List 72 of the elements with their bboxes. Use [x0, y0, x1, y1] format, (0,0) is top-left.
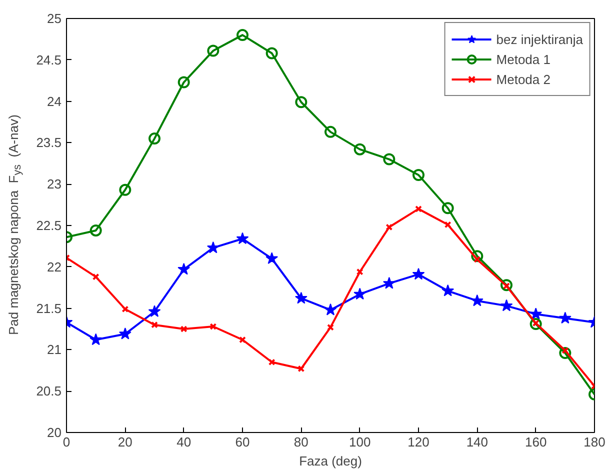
legend-label: Metoda 2 [496, 70, 550, 88]
x-tick-label: 140 [466, 434, 488, 450]
x-axis-title: Faza (deg) [299, 454, 362, 468]
point [266, 252, 278, 264]
point [559, 347, 572, 359]
y-tick-label: 21 [47, 342, 62, 358]
point [415, 205, 422, 212]
point [500, 279, 512, 292]
legend-label: Metoda 1 [496, 50, 550, 68]
point [382, 276, 396, 289]
point [558, 312, 572, 324]
point [412, 169, 424, 181]
point [210, 323, 217, 330]
point [530, 318, 542, 330]
x-tick-label: 180 [584, 434, 606, 450]
x-tick-label: 40 [176, 434, 192, 450]
point [383, 153, 396, 166]
point [470, 294, 484, 306]
x-tick-label: 20 [118, 434, 132, 450]
point [207, 44, 220, 57]
x-tick-label: 60 [235, 434, 250, 450]
point [500, 299, 513, 312]
point [119, 184, 132, 196]
point [148, 132, 160, 145]
point [386, 224, 393, 231]
point [118, 327, 132, 340]
point [324, 303, 337, 316]
point [294, 292, 308, 304]
y-tick-label: 22.5 [36, 218, 62, 233]
point [151, 321, 158, 328]
point [356, 268, 364, 276]
point [295, 96, 308, 108]
point [442, 284, 454, 296]
point [268, 358, 276, 366]
point [471, 250, 484, 262]
point [90, 333, 102, 346]
y-tick-label: 23 [47, 176, 62, 192]
point [92, 273, 100, 280]
point [206, 241, 220, 254]
point [327, 324, 334, 331]
point [239, 336, 246, 344]
point [530, 308, 542, 320]
y-tick-label: 20.5 [36, 384, 62, 399]
point [442, 202, 454, 214]
y-tick-label: 25 [47, 11, 62, 26]
x-tick-label: 100 [348, 434, 371, 450]
point [236, 29, 248, 42]
point [444, 221, 452, 228]
point [178, 76, 190, 88]
y-tick-label: 24.5 [36, 52, 62, 68]
point [178, 262, 190, 275]
point [122, 306, 129, 313]
point [298, 365, 305, 372]
y-tick-label: 24 [47, 94, 62, 109]
point [412, 268, 425, 280]
point [354, 143, 366, 156]
point [90, 224, 102, 236]
point [148, 305, 161, 317]
x-tick-label: 0 [62, 434, 70, 450]
y-tick-label: 20 [47, 425, 62, 440]
legend-label: bez injektiranja [496, 30, 583, 48]
x-tick-label: 160 [524, 434, 547, 450]
point [354, 288, 366, 300]
y-tick-label: 21.5 [36, 300, 62, 316]
point [236, 232, 249, 244]
x-tick-label: 80 [294, 434, 308, 450]
point [324, 126, 336, 138]
y-tick-label: 22 [47, 259, 62, 274]
point [266, 47, 278, 60]
y-tick-label: 23.5 [36, 135, 62, 150]
x-tick-label: 120 [408, 434, 430, 450]
point [180, 326, 188, 332]
